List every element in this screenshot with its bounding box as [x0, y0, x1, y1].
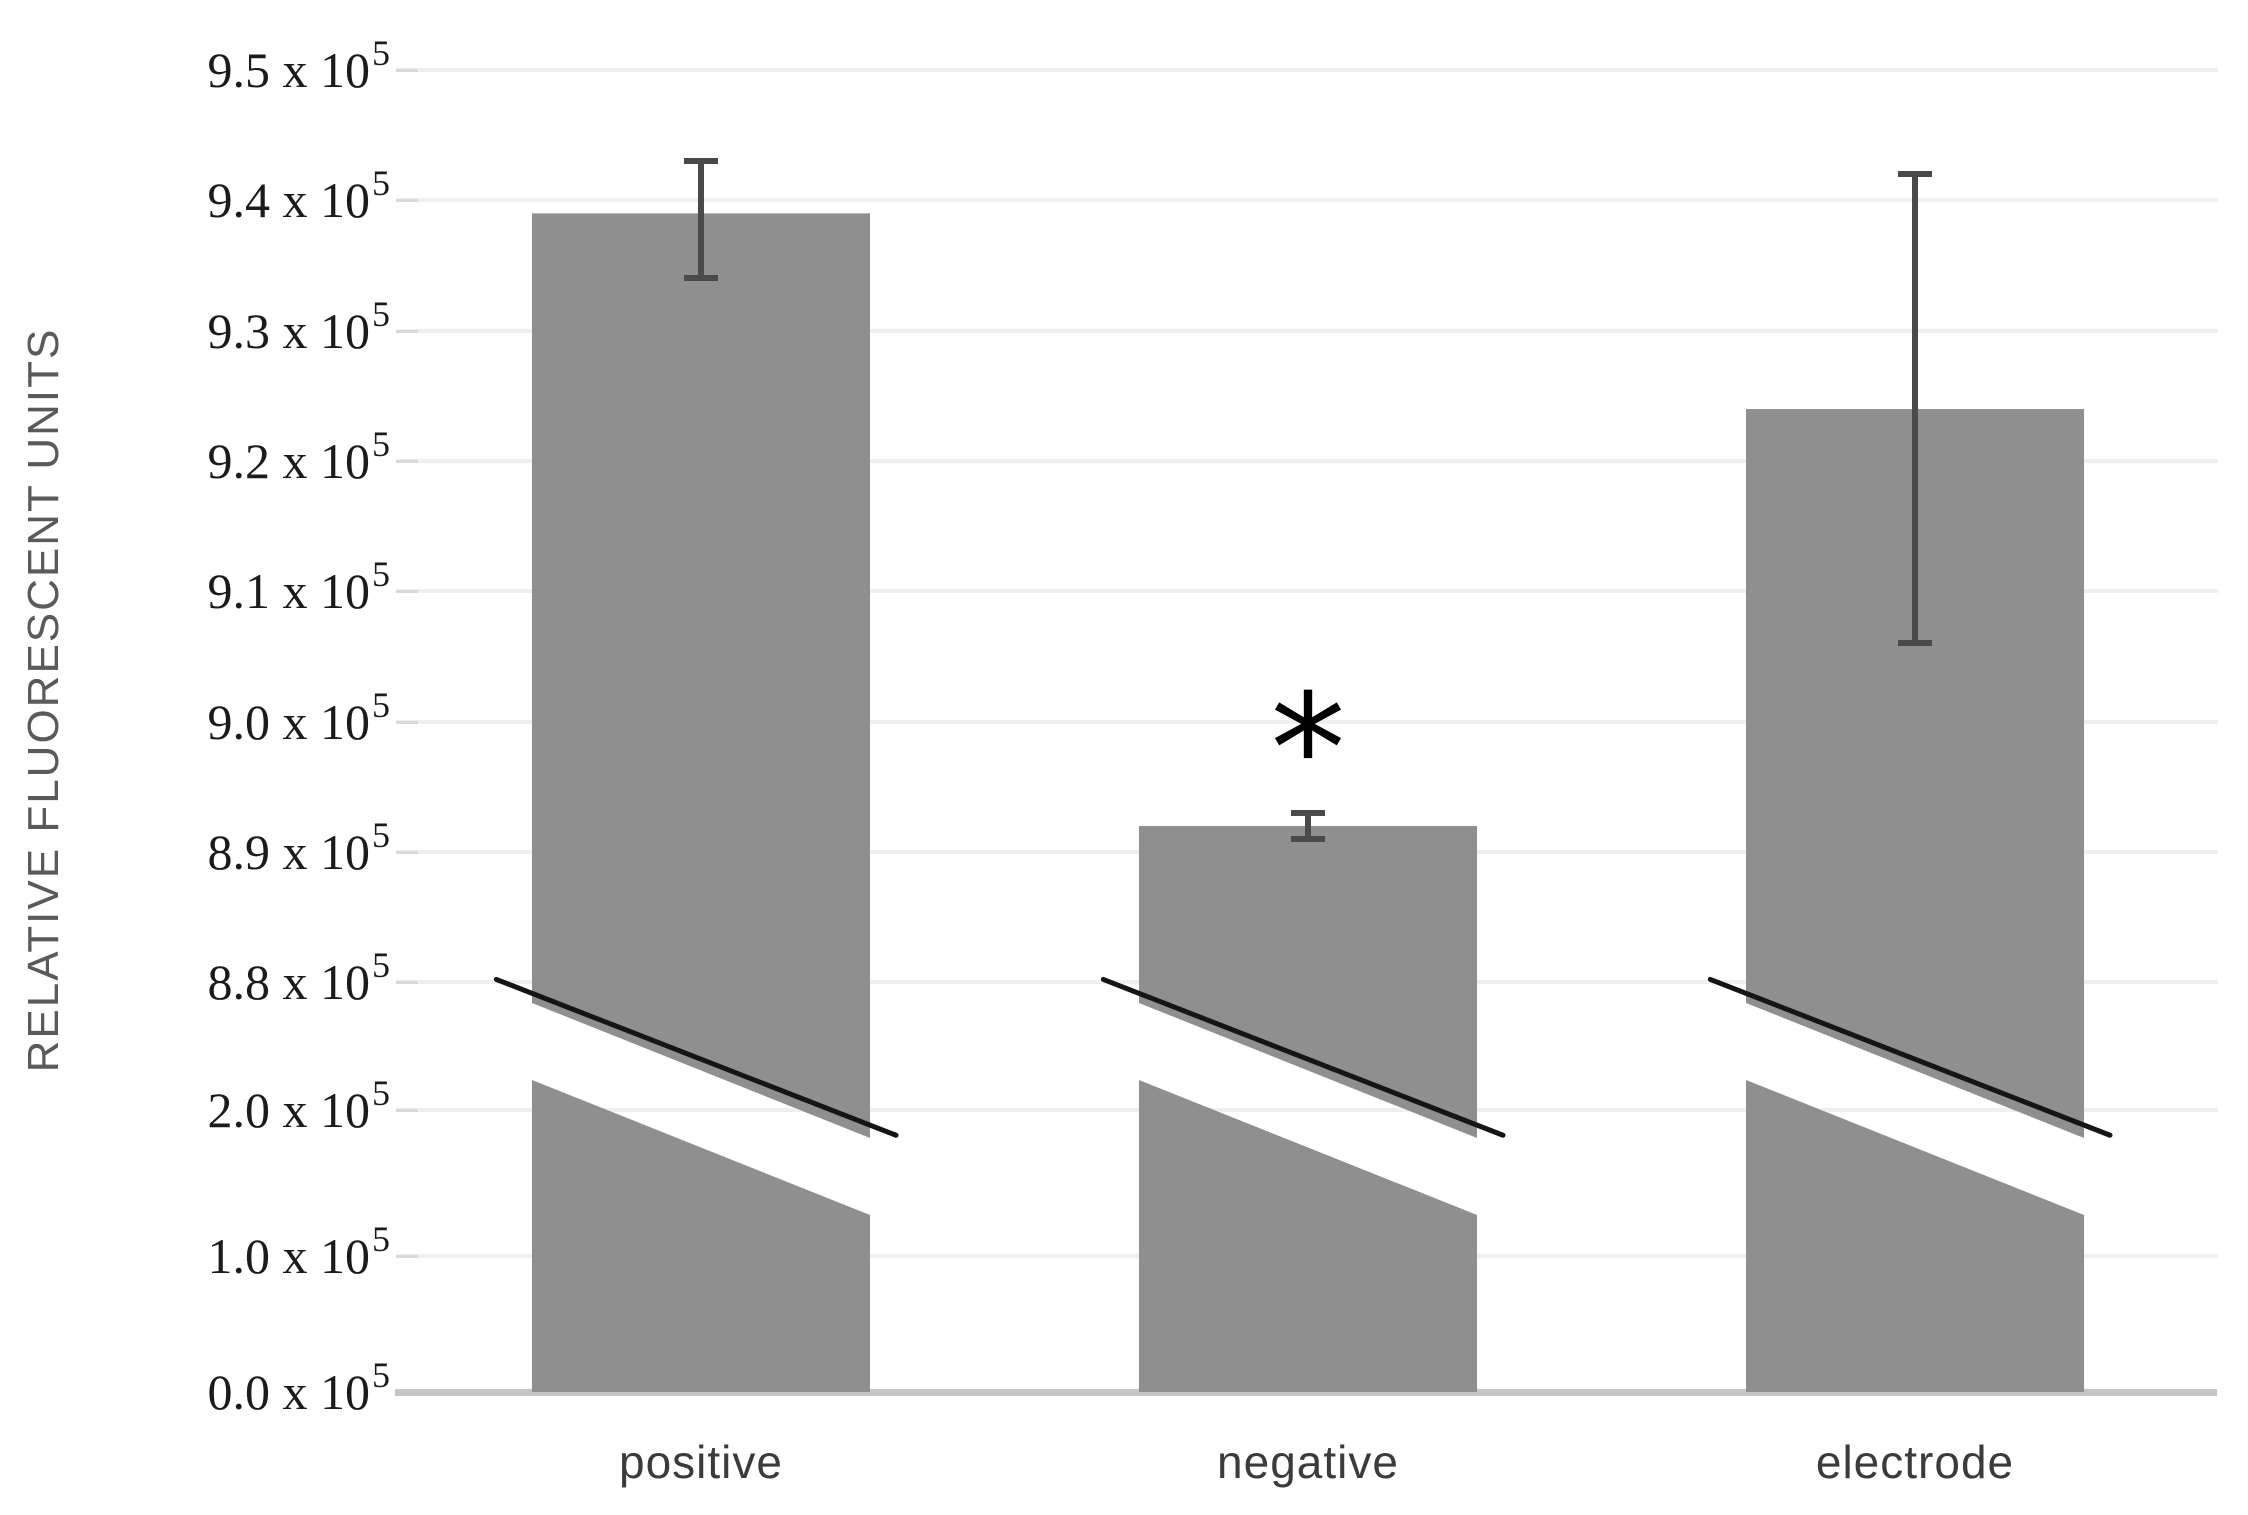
x-label-electrode: electrode	[1815, 1436, 2015, 1488]
bar-negative-upper	[1139, 825, 1477, 1138]
bar-electrode-stub	[1746, 1080, 2084, 1392]
y-tick-mark	[396, 329, 418, 333]
y-tick-mark	[396, 850, 418, 854]
y-tick-label: 8.8 x 105	[207, 945, 391, 1010]
y-gridline	[396, 589, 2218, 594]
y-tick-label: 8.9 x 105	[207, 814, 391, 880]
y-tick-label: 0.0 x 105	[207, 1355, 391, 1420]
error-bar-negative	[1305, 812, 1311, 839]
error-bar-electrode	[1912, 174, 1918, 644]
y-tick-label: 9.4 x 105	[207, 163, 391, 229]
y-tick-label: 1.0 x 105	[207, 1219, 391, 1284]
y-axis-title: RELATIVE FLUORESCENT UNITS	[19, 327, 68, 1073]
bar-negative-stub	[1139, 1080, 1477, 1392]
x-label-positive: positive	[619, 1436, 783, 1488]
y-gridline	[396, 198, 2218, 203]
error-bar-positive	[698, 161, 704, 279]
y-tick-mark	[396, 981, 418, 985]
y-tick-label: 9.3 x 105	[207, 293, 391, 359]
y-gridline	[396, 719, 2218, 724]
y-tick-label: 9.5 x 105	[207, 33, 391, 98]
y-tick-mark	[396, 1109, 418, 1112]
y-gridline	[396, 1108, 2218, 1112]
y-tick-mark	[396, 199, 418, 203]
x-label-negative: negative	[1217, 1436, 1399, 1488]
y-tick-label: 2.0 x 105	[207, 1073, 391, 1138]
error-bar-cap-bottom	[1898, 640, 1932, 647]
bar-positive-upper	[532, 213, 870, 1138]
error-bar-cap-bottom	[684, 275, 718, 282]
significance-asterisk: *	[1270, 663, 1346, 837]
y-tick-mark	[396, 590, 418, 594]
error-bar-cap-top	[1291, 809, 1325, 816]
y-tick-mark	[396, 1255, 418, 1258]
y-gridline	[396, 68, 2218, 72]
error-bar-cap-top	[684, 158, 718, 165]
error-bar-cap-top	[1898, 171, 1932, 178]
x-axis-baseline	[395, 1389, 2217, 1396]
y-tick-mark	[396, 69, 418, 72]
y-tick-mark	[396, 720, 418, 724]
bar-positive-stub	[532, 1080, 870, 1392]
y-tick-label: 9.0 x 105	[207, 684, 391, 750]
y-tick-label: 9.1 x 105	[207, 554, 391, 620]
y-tick-label: 9.2 x 105	[207, 424, 391, 489]
y-gridline	[396, 328, 2218, 333]
y-gridline	[396, 458, 2218, 463]
error-bar-cap-bottom	[1291, 835, 1325, 842]
y-tick-mark	[396, 459, 418, 463]
